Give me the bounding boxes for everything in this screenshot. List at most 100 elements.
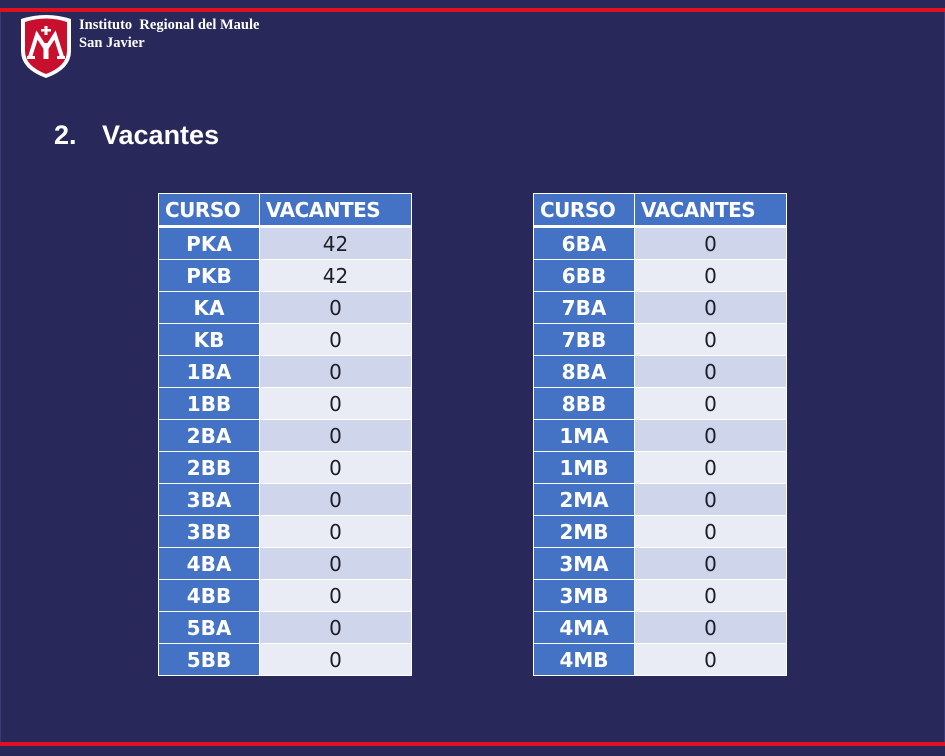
table-header-row: CURSO VACANTES	[533, 193, 787, 228]
table-row: 1MB 0	[533, 451, 787, 484]
course-cell: 3MB	[533, 579, 635, 612]
course-cell: 3BA	[158, 483, 260, 516]
vacancies-cell: 0	[259, 547, 412, 580]
vacancies-cell: 0	[259, 419, 412, 452]
course-cell: 3BB	[158, 515, 260, 548]
course-cell: 4MA	[533, 611, 635, 644]
course-cell: 4MB	[533, 643, 635, 676]
column-header-curso: CURSO	[533, 193, 635, 228]
course-cell: 7BB	[533, 323, 635, 356]
vacancies-cell: 42	[259, 226, 412, 260]
course-cell: 2BB	[158, 451, 260, 484]
institution-header: Instituto Regional del Maule San Javier	[79, 16, 259, 52]
table-row: 5BB 0	[158, 643, 412, 676]
vacancies-cell: 0	[634, 451, 787, 484]
table-header-row: CURSO VACANTES	[158, 193, 412, 228]
table-row: 1BB 0	[158, 387, 412, 420]
table-row: 6BA 0	[533, 226, 787, 260]
institution-name: Instituto Regional del Maule	[79, 17, 260, 33]
table-row: 8BB 0	[533, 387, 787, 420]
section-number: 2.	[54, 120, 77, 150]
vacancies-cell: 0	[259, 611, 412, 644]
table-row: 1MA 0	[533, 419, 787, 452]
table-row: 3BA 0	[158, 483, 412, 516]
school-crest-logo	[21, 15, 71, 78]
course-cell: 5BB	[158, 643, 260, 676]
course-cell: 1BA	[158, 355, 260, 388]
vacancies-cell: 0	[634, 226, 787, 260]
course-cell: 7BA	[533, 291, 635, 324]
course-cell: 2BA	[158, 419, 260, 452]
vacancies-cell: 0	[634, 291, 787, 324]
table-row: 6BB 0	[533, 259, 787, 292]
course-cell: 1MA	[533, 419, 635, 452]
table-row: 2MB 0	[533, 515, 787, 548]
course-cell: KB	[158, 323, 260, 356]
course-cell: 6BB	[533, 259, 635, 292]
column-header-curso: CURSO	[158, 193, 260, 228]
vacancies-cell: 0	[259, 355, 412, 388]
vacancies-cell: 0	[259, 323, 412, 356]
vacancies-cell: 0	[634, 579, 787, 612]
column-header-vacantes: VACANTES	[259, 193, 412, 228]
table-row: 7BB 0	[533, 323, 787, 356]
table-row: 3BB 0	[158, 515, 412, 548]
vacancies-cell: 0	[634, 387, 787, 420]
left-border-line	[0, 12, 1, 742]
course-cell: PKB	[158, 259, 260, 292]
table-row: 4MB 0	[533, 643, 787, 676]
section-title: 2. Vacantes	[54, 120, 219, 151]
course-cell: 5BA	[158, 611, 260, 644]
table-row: PKB 42	[158, 259, 412, 292]
table-row: 7BA 0	[533, 291, 787, 324]
table-row: 2MA 0	[533, 483, 787, 516]
bottom-accent-bar	[0, 742, 945, 746]
vacancies-cell: 0	[634, 515, 787, 548]
table-row: 3MA 0	[533, 547, 787, 580]
vacancies-cell: 0	[634, 355, 787, 388]
course-cell: 8BB	[533, 387, 635, 420]
institution-city: San Javier	[79, 35, 145, 51]
vacancies-cell: 0	[634, 643, 787, 676]
vacancies-cell: 0	[259, 387, 412, 420]
table-row: PKA 42	[158, 226, 412, 260]
course-cell: KA	[158, 291, 260, 324]
course-cell: PKA	[158, 226, 260, 260]
vacancies-cell: 0	[634, 483, 787, 516]
table-row: KB 0	[158, 323, 412, 356]
course-cell: 6BA	[533, 226, 635, 260]
table-row: 2BB 0	[158, 451, 412, 484]
table-row: 3MB 0	[533, 579, 787, 612]
vacancies-cell: 0	[259, 515, 412, 548]
vacancies-cell: 0	[634, 323, 787, 356]
vacancies-cell: 0	[634, 547, 787, 580]
course-cell: 4BA	[158, 547, 260, 580]
table-row: KA 0	[158, 291, 412, 324]
vacancies-table-left: CURSO VACANTES PKA 42 PKB 42 KA 0 KB 0 1BA 0 1BB 0 2…	[158, 193, 412, 676]
table-row: 4MA 0	[533, 611, 787, 644]
vacancies-cell: 0	[634, 259, 787, 292]
vacancies-cell: 0	[634, 611, 787, 644]
vacancies-cell: 0	[259, 643, 412, 676]
vacancies-cell: 0	[259, 451, 412, 484]
section-title-text: Vacantes	[102, 120, 220, 150]
course-cell: 4BB	[158, 579, 260, 612]
table-row: 2BA 0	[158, 419, 412, 452]
vacancies-cell: 0	[634, 419, 787, 452]
column-header-vacantes: VACANTES	[634, 193, 787, 228]
table-row: 8BA 0	[533, 355, 787, 388]
vacancies-cell: 0	[259, 579, 412, 612]
vacancies-cell: 0	[259, 483, 412, 516]
vacancies-cell: 0	[259, 291, 412, 324]
course-cell: 1MB	[533, 451, 635, 484]
course-cell: 2MB	[533, 515, 635, 548]
table-row: 4BA 0	[158, 547, 412, 580]
table-row: 4BB 0	[158, 579, 412, 612]
table-row: 1BA 0	[158, 355, 412, 388]
course-cell: 8BA	[533, 355, 635, 388]
top-accent-bar	[0, 8, 945, 12]
course-cell: 2MA	[533, 483, 635, 516]
table-row: 5BA 0	[158, 611, 412, 644]
vacancies-cell: 42	[259, 259, 412, 292]
course-cell: 3MA	[533, 547, 635, 580]
